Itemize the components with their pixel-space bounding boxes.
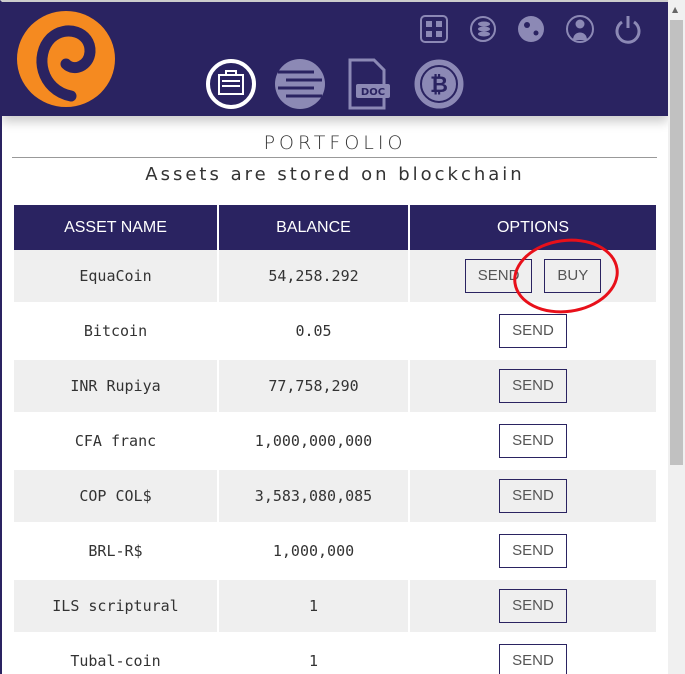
divider bbox=[12, 157, 657, 158]
qr-code-icon[interactable] bbox=[419, 14, 449, 44]
user-profile-icon[interactable] bbox=[565, 14, 595, 44]
table-row: ILS scriptural 1 SEND bbox=[12, 578, 658, 635]
asset-balance: 1 bbox=[217, 578, 410, 635]
scrollbar-thumb[interactable] bbox=[670, 20, 683, 465]
svg-text:₿: ₿ bbox=[430, 73, 448, 98]
send-button[interactable]: SEND bbox=[499, 369, 567, 403]
asset-options: SEND bbox=[408, 633, 658, 674]
asset-options: SEND bbox=[408, 358, 658, 415]
table-row: Bitcoin 0.05 SEND bbox=[12, 303, 658, 360]
header: DOC ₿ bbox=[2, 2, 668, 116]
ledger-icon[interactable] bbox=[274, 58, 326, 110]
send-button[interactable]: SEND bbox=[499, 314, 567, 348]
table-row: COP COL$ 3,583,080,085 SEND bbox=[12, 468, 658, 525]
table-row: Tubal-coin 1 SEND bbox=[12, 633, 658, 674]
asset-options: SEND bbox=[408, 413, 658, 470]
asset-balance: 77,758,290 bbox=[217, 358, 410, 415]
page-subtitle: Assets are stored on blockchain bbox=[145, 164, 525, 185]
doc-label: DOC bbox=[361, 87, 385, 98]
app-window: DOC ₿ PORTFOLIO Assets are stored on blo… bbox=[0, 0, 668, 674]
asset-name: CFA franc bbox=[12, 413, 219, 470]
asset-balance: 3,583,080,085 bbox=[217, 468, 410, 525]
asset-options: SEND bbox=[408, 578, 658, 635]
asset-balance: 0.05 bbox=[217, 303, 410, 360]
send-button[interactable]: SEND bbox=[499, 644, 567, 674]
asset-balance: 1,000,000,000 bbox=[217, 413, 410, 470]
asset-options: SEND bbox=[408, 523, 658, 580]
asset-name: INR Rupiya bbox=[12, 358, 219, 415]
asset-name: BRL-R$ bbox=[12, 523, 219, 580]
asset-options: SEND BUY bbox=[408, 250, 658, 305]
scroll-up-icon[interactable]: ▲ bbox=[672, 5, 679, 14]
logo bbox=[17, 11, 115, 107]
send-button[interactable]: SEND bbox=[499, 589, 567, 623]
table-row: BRL-R$ 1,000,000 SEND bbox=[12, 523, 658, 580]
bitcoin-icon[interactable]: ₿ bbox=[413, 58, 465, 110]
page-title: PORTFOLIO bbox=[263, 132, 407, 154]
asset-name: ILS scriptural bbox=[12, 578, 219, 635]
assets-table: ASSET NAME BALANCE OPTIONS EquaCoin 54,25… bbox=[12, 205, 658, 674]
coin-exchange-icon[interactable] bbox=[468, 14, 498, 44]
asset-balance: 1 bbox=[217, 633, 410, 674]
asset-balance: 1,000,000 bbox=[217, 523, 410, 580]
asset-name: COP COL$ bbox=[12, 468, 219, 525]
table-row: INR Rupiya 77,758,290 SEND bbox=[12, 358, 658, 415]
header-asset-name: ASSET NAME bbox=[12, 205, 219, 250]
table-row: EquaCoin 54,258.292 SEND BUY bbox=[12, 250, 658, 305]
settings-gears-icon[interactable] bbox=[516, 14, 546, 44]
send-button[interactable]: SEND bbox=[464, 259, 533, 293]
portfolio-briefcase-icon[interactable] bbox=[205, 58, 257, 110]
power-icon[interactable] bbox=[613, 14, 643, 44]
header-balance: BALANCE bbox=[217, 205, 410, 250]
send-button[interactable]: SEND bbox=[499, 424, 567, 458]
header-options: OPTIONS bbox=[408, 205, 658, 250]
table-row: CFA franc 1,000,000,000 SEND bbox=[12, 413, 658, 470]
send-button[interactable]: SEND bbox=[499, 534, 567, 568]
buy-button[interactable]: BUY bbox=[544, 259, 602, 293]
asset-options: SEND bbox=[408, 303, 658, 360]
asset-name: Tubal-coin bbox=[12, 633, 219, 674]
send-button[interactable]: SEND bbox=[499, 479, 567, 513]
doc-icon[interactable]: DOC bbox=[344, 58, 396, 110]
asset-options: SEND bbox=[408, 468, 658, 525]
asset-name: EquaCoin bbox=[12, 250, 219, 305]
asset-name: Bitcoin bbox=[12, 303, 219, 360]
asset-balance: 54,258.292 bbox=[217, 250, 410, 305]
